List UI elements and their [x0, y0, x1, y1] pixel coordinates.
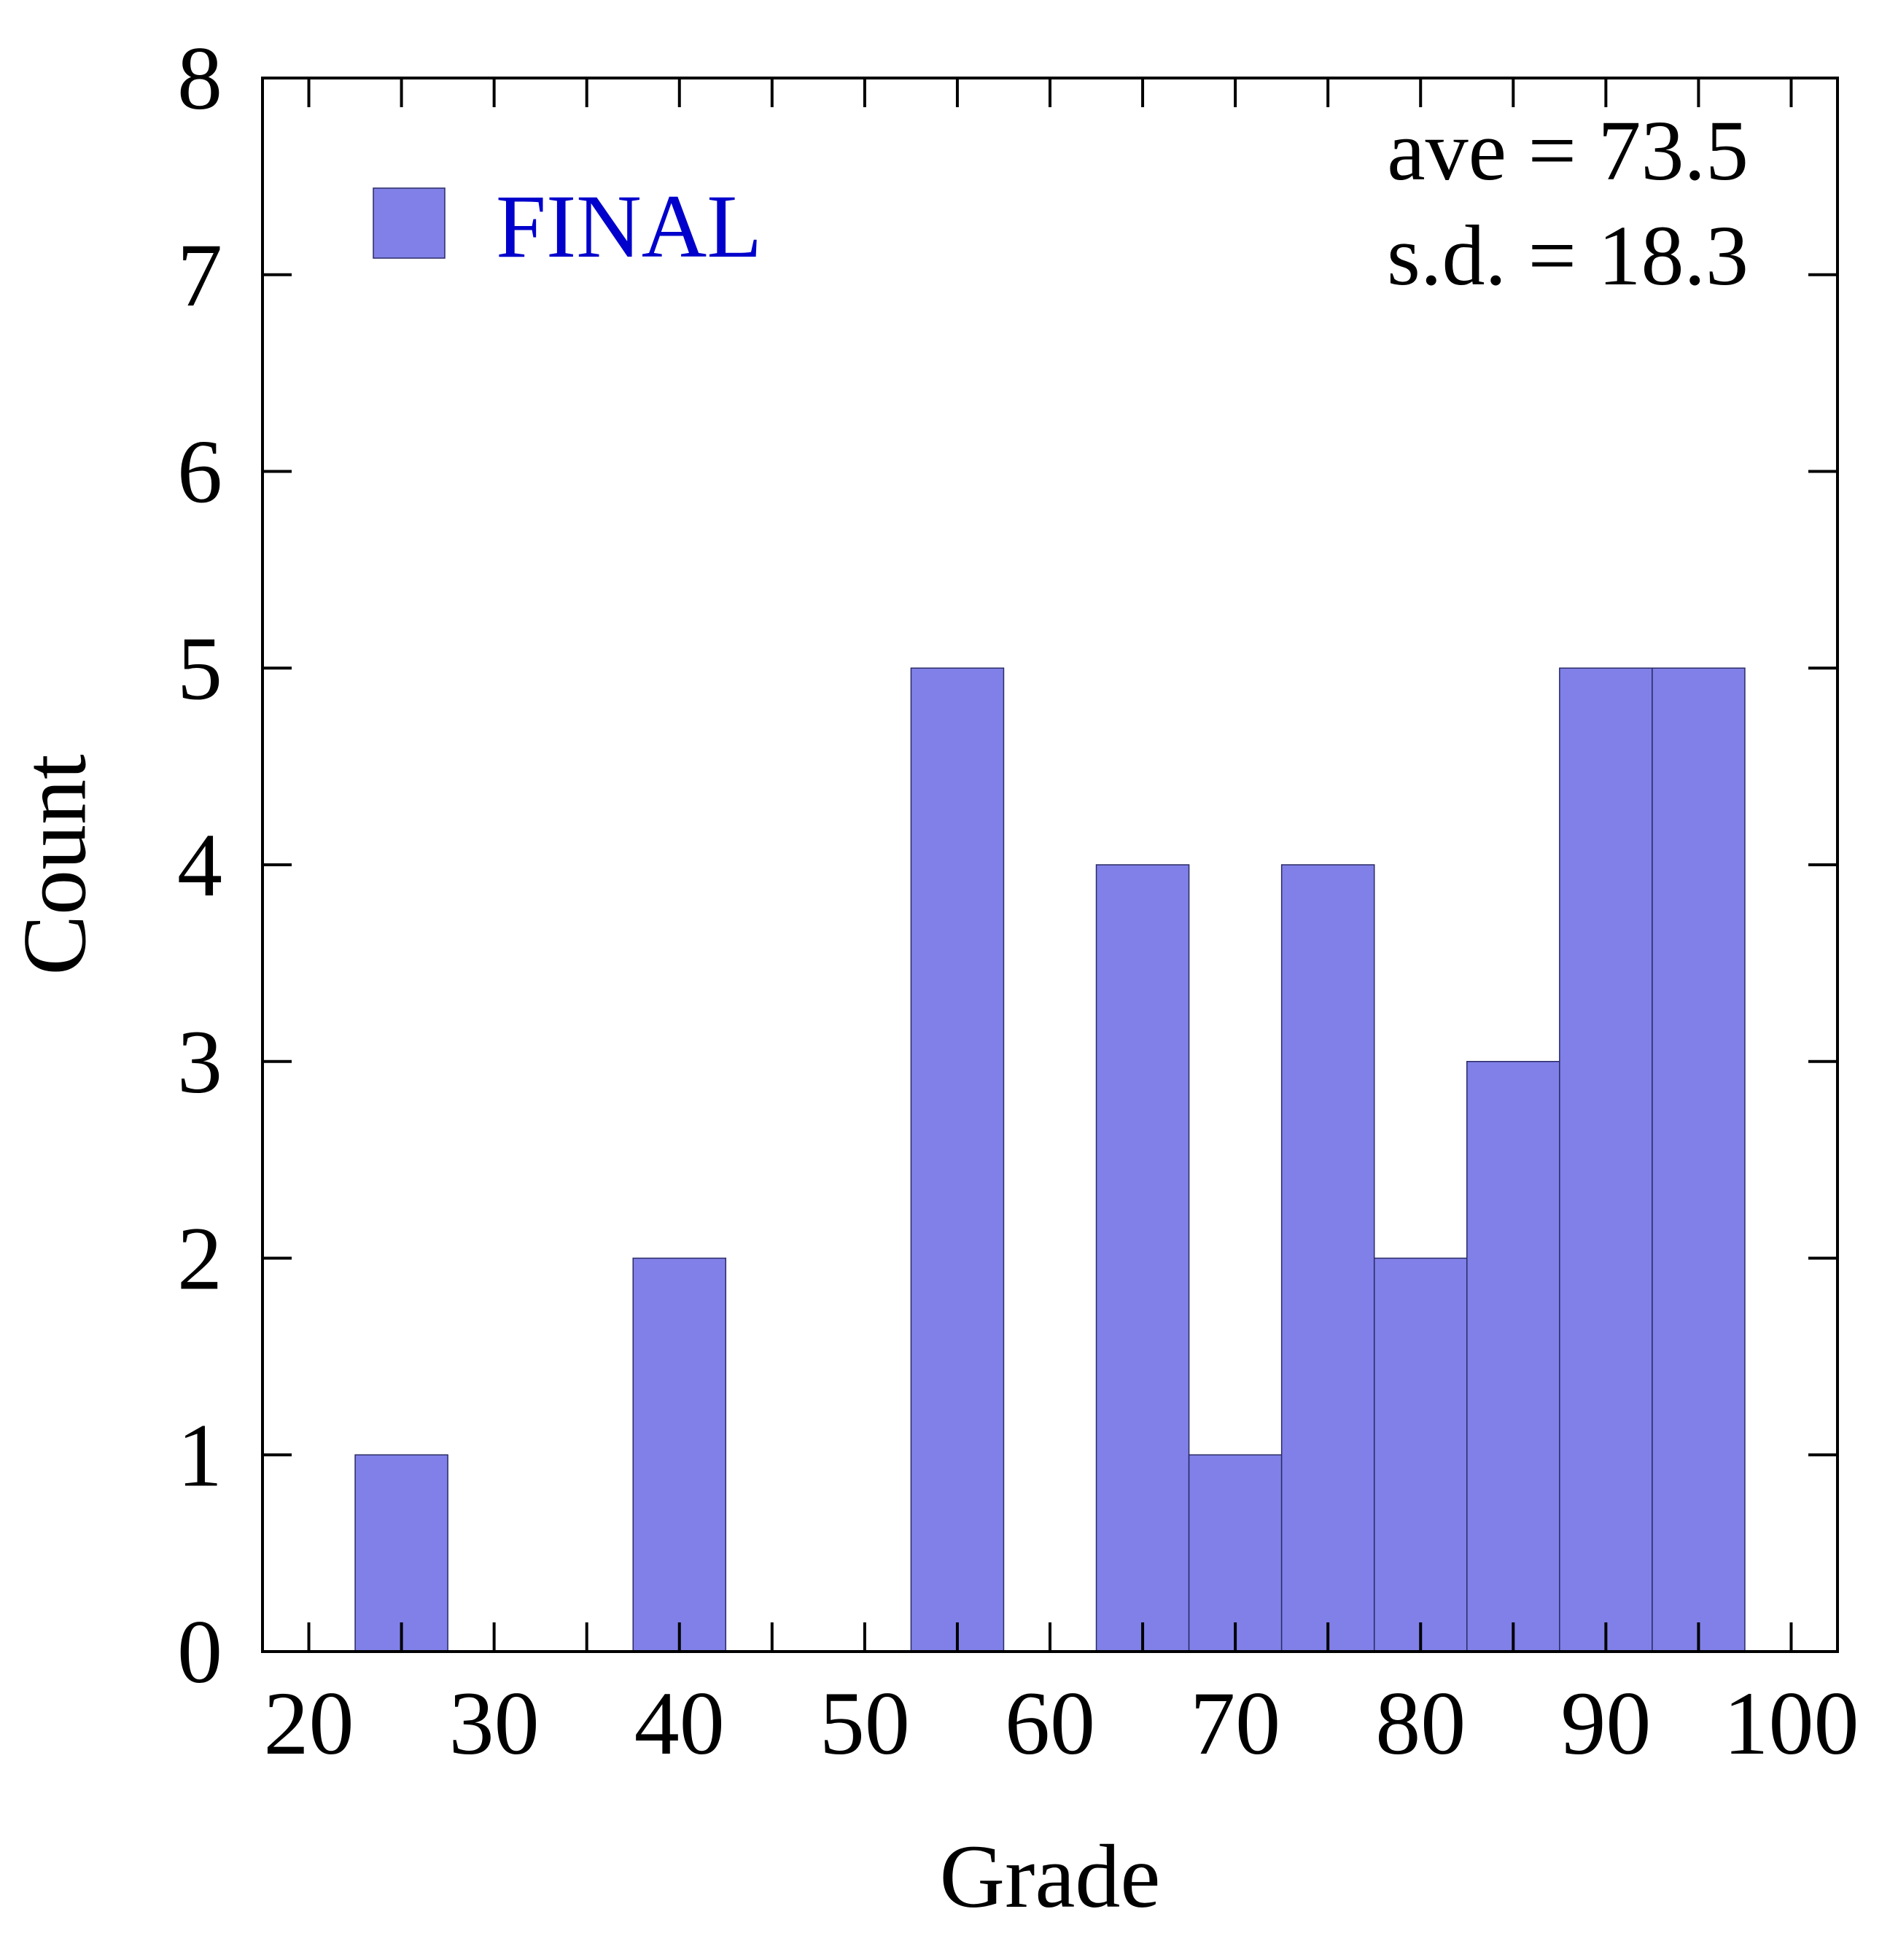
histogram-bar: [910, 667, 1005, 1652]
plot-frame: [261, 77, 1839, 1653]
y-axis-label: Count: [4, 754, 104, 975]
stats-annotation: ave = 73.5 s.d. = 18.3: [1387, 103, 1749, 303]
histogram-bar: [1466, 1061, 1560, 1652]
stat-average: ave = 73.5: [1387, 103, 1749, 198]
x-tick-label: 70: [1190, 1673, 1280, 1773]
histogram-bar: [1188, 1454, 1283, 1652]
legend-swatch: [373, 187, 446, 259]
histogram-bar: [1095, 864, 1190, 1652]
x-tick-label: 80: [1375, 1673, 1466, 1773]
y-tick-label: 8: [177, 28, 222, 128]
legend-label: FINAL: [496, 176, 762, 276]
y-tick-label: 6: [177, 422, 222, 522]
histogram-bar: [632, 1257, 727, 1652]
y-tick-label: 0: [177, 1602, 222, 1702]
x-tick-label: 60: [1005, 1673, 1095, 1773]
histogram-bar: [354, 1454, 448, 1652]
histogram-bar: [1373, 1257, 1468, 1652]
histogram-bar: [1559, 667, 1653, 1652]
histogram-bar: [1280, 864, 1375, 1652]
x-tick-labels: 20 30 40 50 60 70 80 90 100: [264, 1673, 1859, 1773]
x-tick-label: 30: [449, 1673, 540, 1773]
stat-standard-deviation: s.d. = 18.3: [1387, 208, 1749, 303]
y-tick-label: 2: [177, 1209, 222, 1309]
y-tick-label: 5: [177, 618, 222, 718]
x-tick-label: 20: [264, 1673, 354, 1773]
histogram-bar: [1652, 667, 1746, 1652]
x-tick-label: 100: [1723, 1673, 1859, 1773]
legend: FINAL: [373, 176, 762, 276]
x-tick-label: 50: [820, 1673, 910, 1773]
y-tick-label: 1: [177, 1405, 222, 1505]
ticks-layer: [262, 77, 1838, 1653]
y-tick-labels: 0 1 2 3 4 5 6 7 8: [177, 28, 222, 1702]
y-tick-label: 3: [177, 1012, 222, 1112]
x-tick-label: 40: [634, 1673, 725, 1773]
x-tick-label: 90: [1560, 1673, 1651, 1773]
y-tick-label: 7: [177, 225, 222, 325]
bars-layer: [354, 667, 1746, 1652]
y-tick-label: 4: [177, 815, 222, 915]
x-axis-label: Grade: [940, 1827, 1161, 1926]
